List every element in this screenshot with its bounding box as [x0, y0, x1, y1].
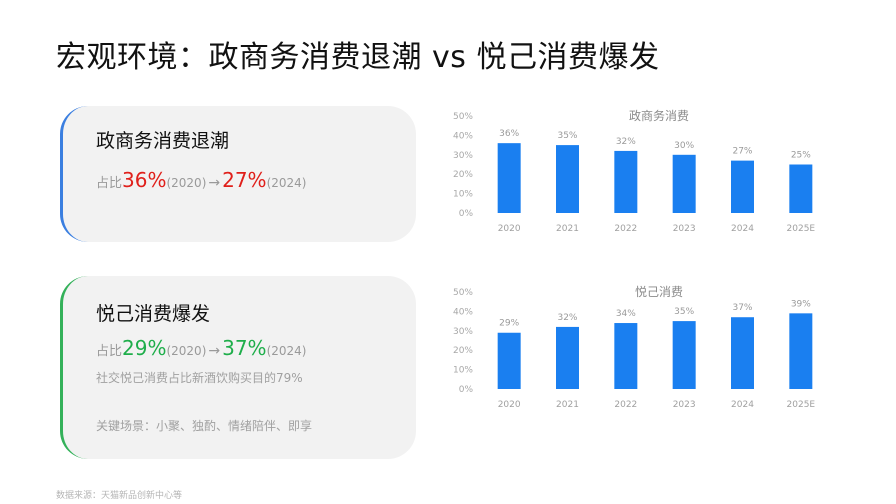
self-consumption-chart: 悦己消费 0% 10% 20% 30% 40% 50% 29% 2020 32% 2021 34% 20…	[440, 280, 840, 410]
x-tick-label: 2021	[556, 400, 579, 410]
ratio-to-value: 27%	[222, 168, 267, 192]
bar-2022	[614, 323, 638, 389]
ratio-prefix: 占比	[96, 344, 123, 359]
ratio-from-value: 36%	[122, 168, 167, 192]
y-tick-label: 10%	[453, 366, 473, 376]
y-tick-label: 40%	[453, 131, 473, 141]
page-title: 宏观环境：政商务消费退潮 vs 悦己消费爆发	[56, 40, 660, 75]
bar-2021	[556, 145, 579, 213]
y-tick-label: 50%	[453, 112, 473, 122]
x-tick-label: 2023	[673, 400, 696, 410]
x-tick-label: 2020	[498, 400, 521, 410]
business-ratio-line: 占比36%(2020) → 27%(2024)	[96, 168, 306, 192]
data-label: 39%	[791, 299, 811, 309]
ratio-to-year: (2024)	[266, 344, 307, 358]
key-scenes-note: 关键场景：小聚、独酌、情绪陪伴、即享	[96, 419, 313, 433]
data-label: 35%	[674, 307, 694, 317]
business-card-title: 政商务消费退潮	[96, 130, 230, 152]
bar-2024	[731, 160, 754, 213]
bar-2021	[556, 326, 579, 389]
x-tick-label: 2024	[731, 400, 754, 410]
x-tick-label: 2024	[731, 224, 754, 234]
ratio-from-value: 29%	[122, 336, 167, 360]
y-tick-label: 40%	[453, 307, 473, 317]
x-tick-label: 2020	[498, 224, 521, 234]
ratio-to-value: 37%	[222, 336, 267, 360]
y-tick-label: 20%	[453, 346, 473, 356]
x-tick-label: 2025E	[787, 224, 816, 234]
ratio-from-year: (2020)	[166, 344, 207, 358]
y-tick-label: 0%	[459, 209, 474, 219]
data-label: 32%	[616, 137, 636, 147]
data-label: 34%	[616, 309, 636, 319]
y-tick-label: 0%	[459, 385, 474, 395]
business-consumption-chart: 政商务消费 0% 10% 20% 30% 40% 50% 36% 2020 35% 2021 32% 2…	[440, 104, 840, 234]
self-consumption-card: 悦己消费爆发 占比29%(2020) → 37%(2024) 社交悦己消费占比新酒饮…	[60, 276, 416, 459]
bar-2022	[614, 150, 638, 213]
x-tick-label: 2022	[614, 224, 637, 234]
bar-2020	[497, 143, 521, 213]
data-label: 30%	[674, 141, 694, 151]
business-chart-svg: 政商务消费 0% 10% 20% 30% 40% 50% 36% 2020 35% 2021 32% 2…	[453, 108, 816, 234]
y-tick-label: 20%	[453, 170, 473, 180]
bar-2020	[497, 332, 521, 389]
ratio-to-year: (2024)	[266, 176, 307, 190]
data-source-note: 数据来源：天猫新品创新中心等	[56, 491, 183, 501]
bar-2023	[672, 154, 696, 213]
chart-title: 政商务消费	[629, 108, 689, 123]
bar-2024	[731, 317, 754, 389]
self-card-title: 悦己消费爆发	[96, 303, 211, 325]
y-tick-label: 30%	[453, 327, 473, 337]
data-label: 32%	[557, 313, 577, 323]
x-tick-label: 2022	[614, 400, 637, 410]
self-chart-svg: 悦己消费 0% 10% 20% 30% 40% 50% 29% 2020 32% 2021 34% 20…	[453, 285, 816, 410]
bar-2025E	[789, 313, 813, 389]
x-tick-label: 2025E	[787, 400, 816, 410]
data-label: 37%	[732, 303, 752, 313]
data-label: 36%	[499, 129, 519, 139]
self-ratio-line: 占比29%(2020) → 37%(2024)	[96, 336, 306, 360]
chart-title: 悦己消费	[635, 285, 683, 299]
x-tick-label: 2021	[556, 224, 579, 234]
data-label: 27%	[732, 147, 752, 157]
y-tick-label: 10%	[453, 190, 473, 200]
ratio-prefix: 占比	[96, 176, 123, 191]
y-tick-label: 50%	[453, 288, 473, 298]
y-tick-label: 30%	[453, 151, 473, 161]
bar-2025E	[789, 164, 813, 213]
arrow-icon: →	[208, 343, 221, 359]
data-label: 29%	[499, 319, 519, 329]
x-tick-label: 2023	[673, 224, 696, 234]
ratio-from-year: (2020)	[166, 176, 207, 190]
data-label: 25%	[791, 151, 811, 161]
bar-2023	[672, 321, 696, 389]
social-share-note: 社交悦己消费占比新酒饮购买目的79%	[96, 371, 303, 385]
data-label: 35%	[557, 131, 577, 141]
business-consumption-card: 政商务消费退潮 占比36%(2020) → 27%(2024)	[60, 106, 416, 242]
arrow-icon: →	[208, 175, 221, 191]
